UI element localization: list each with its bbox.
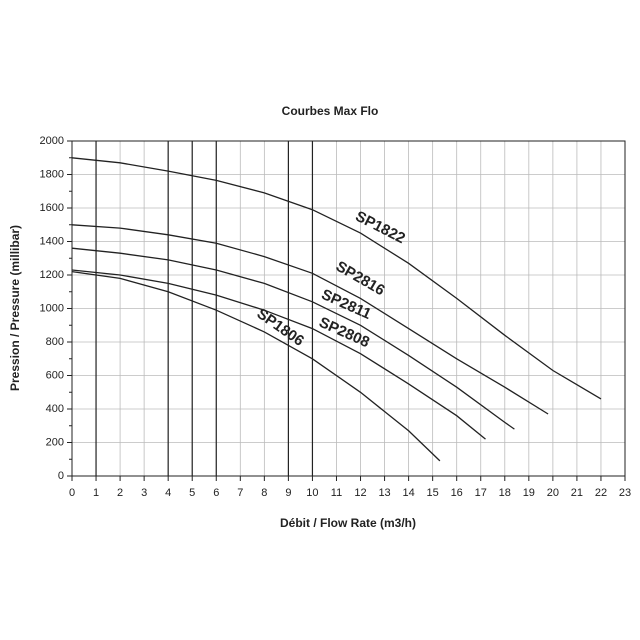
x-tick-label: 8	[261, 487, 267, 499]
x-tick-label: 12	[354, 487, 366, 499]
x-tick-label: 18	[499, 487, 511, 499]
y-tick-label: 2000	[40, 135, 64, 147]
x-tick-label: 11	[331, 487, 342, 499]
x-tick-label: 9	[285, 487, 291, 499]
curve	[71, 270, 441, 462]
x-tick-label: 4	[165, 487, 171, 499]
x-tick-label: 20	[547, 487, 559, 499]
x-tick-label: 23	[619, 487, 631, 499]
y-tick-label: 1200	[40, 269, 64, 281]
x-tick-label: 19	[523, 487, 535, 499]
x-tick-label: 3	[141, 487, 147, 499]
x-tick-label: 1	[93, 487, 99, 499]
x-tick-label: 21	[571, 487, 583, 499]
x-tick-label: 22	[595, 487, 607, 499]
x-tick-label: 14	[402, 487, 414, 499]
y-tick-label: 1800	[40, 168, 64, 180]
x-tick-label: 7	[237, 487, 243, 499]
x-tick-label: 16	[451, 487, 463, 499]
y-tick-label: 1400	[40, 235, 64, 247]
y-tick-label: 0	[58, 470, 64, 482]
plot-frame	[71, 140, 626, 477]
y-tick-label: 800	[46, 336, 64, 348]
y-tick-label: 400	[46, 403, 64, 415]
x-tick-label: 17	[475, 487, 487, 499]
y-tick-label: 200	[46, 436, 64, 448]
y-tick-label: 1000	[40, 302, 64, 314]
chart-title: Courbes Max Flo	[282, 104, 379, 118]
y-tick-label: 600	[46, 369, 64, 381]
x-tick-label: 0	[69, 487, 75, 499]
x-axis-label: Débit / Flow Rate (m3/h)	[280, 516, 416, 530]
curve	[71, 157, 602, 400]
x-tick-label: 13	[378, 487, 390, 499]
x-tick-label: 10	[306, 487, 318, 499]
y-tick-label: 1600	[40, 202, 64, 214]
x-tick-label: 5	[189, 487, 195, 499]
curve	[71, 224, 549, 415]
y-axis-label: Pression / Pressure (millibar)	[8, 225, 22, 391]
x-tick-label: 6	[213, 487, 219, 499]
curve	[71, 269, 486, 440]
x-tick-label: 2	[117, 487, 123, 499]
x-tick-label: 15	[427, 487, 439, 499]
curve	[71, 247, 515, 430]
